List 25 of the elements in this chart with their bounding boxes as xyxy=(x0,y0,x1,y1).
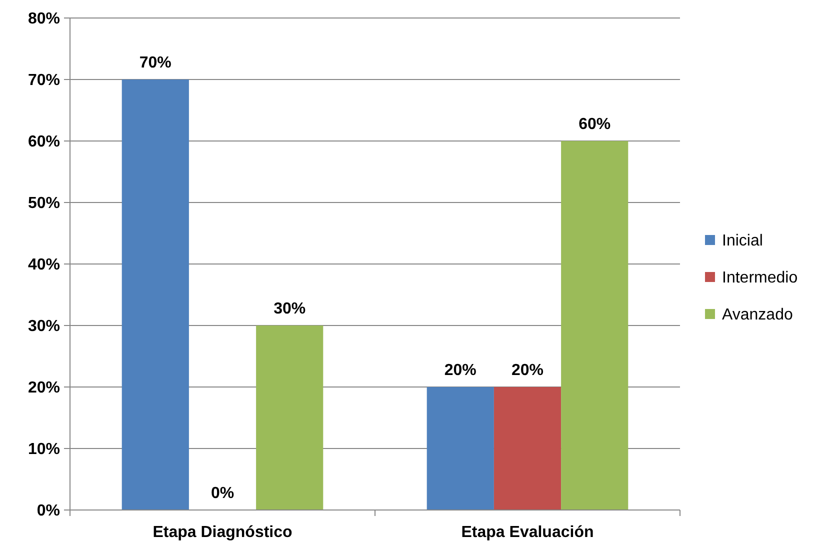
bar xyxy=(256,326,324,510)
y-tick-label: 30% xyxy=(28,318,60,336)
bar xyxy=(494,387,562,510)
y-tick-label: 20% xyxy=(28,380,60,397)
data-label: 30% xyxy=(274,300,306,318)
legend-label: Inicial xyxy=(722,232,763,250)
x-tick-label: Etapa Diagnóstico xyxy=(152,524,293,541)
y-tick-label: 70% xyxy=(28,72,60,90)
y-tick-label: 50% xyxy=(28,195,60,212)
data-label: 20% xyxy=(444,362,476,379)
data-label: 60% xyxy=(578,116,611,133)
data-label: 20% xyxy=(511,362,544,379)
legend-label: Avanzado xyxy=(722,306,793,324)
bar xyxy=(561,141,628,510)
y-tick-label: 40% xyxy=(28,256,60,274)
y-tick-label: 60% xyxy=(28,134,60,151)
legend-label: Intermedio xyxy=(722,270,798,287)
data-label: 0% xyxy=(210,485,234,502)
y-tick-label: 10% xyxy=(28,441,60,458)
x-tick-label: Etapa Evaluación xyxy=(461,524,594,541)
bar xyxy=(426,387,494,510)
y-tick-label: 80% xyxy=(28,10,60,28)
data-label: 70% xyxy=(139,54,172,72)
y-tick-label: 0% xyxy=(36,502,60,520)
bar xyxy=(122,80,189,510)
